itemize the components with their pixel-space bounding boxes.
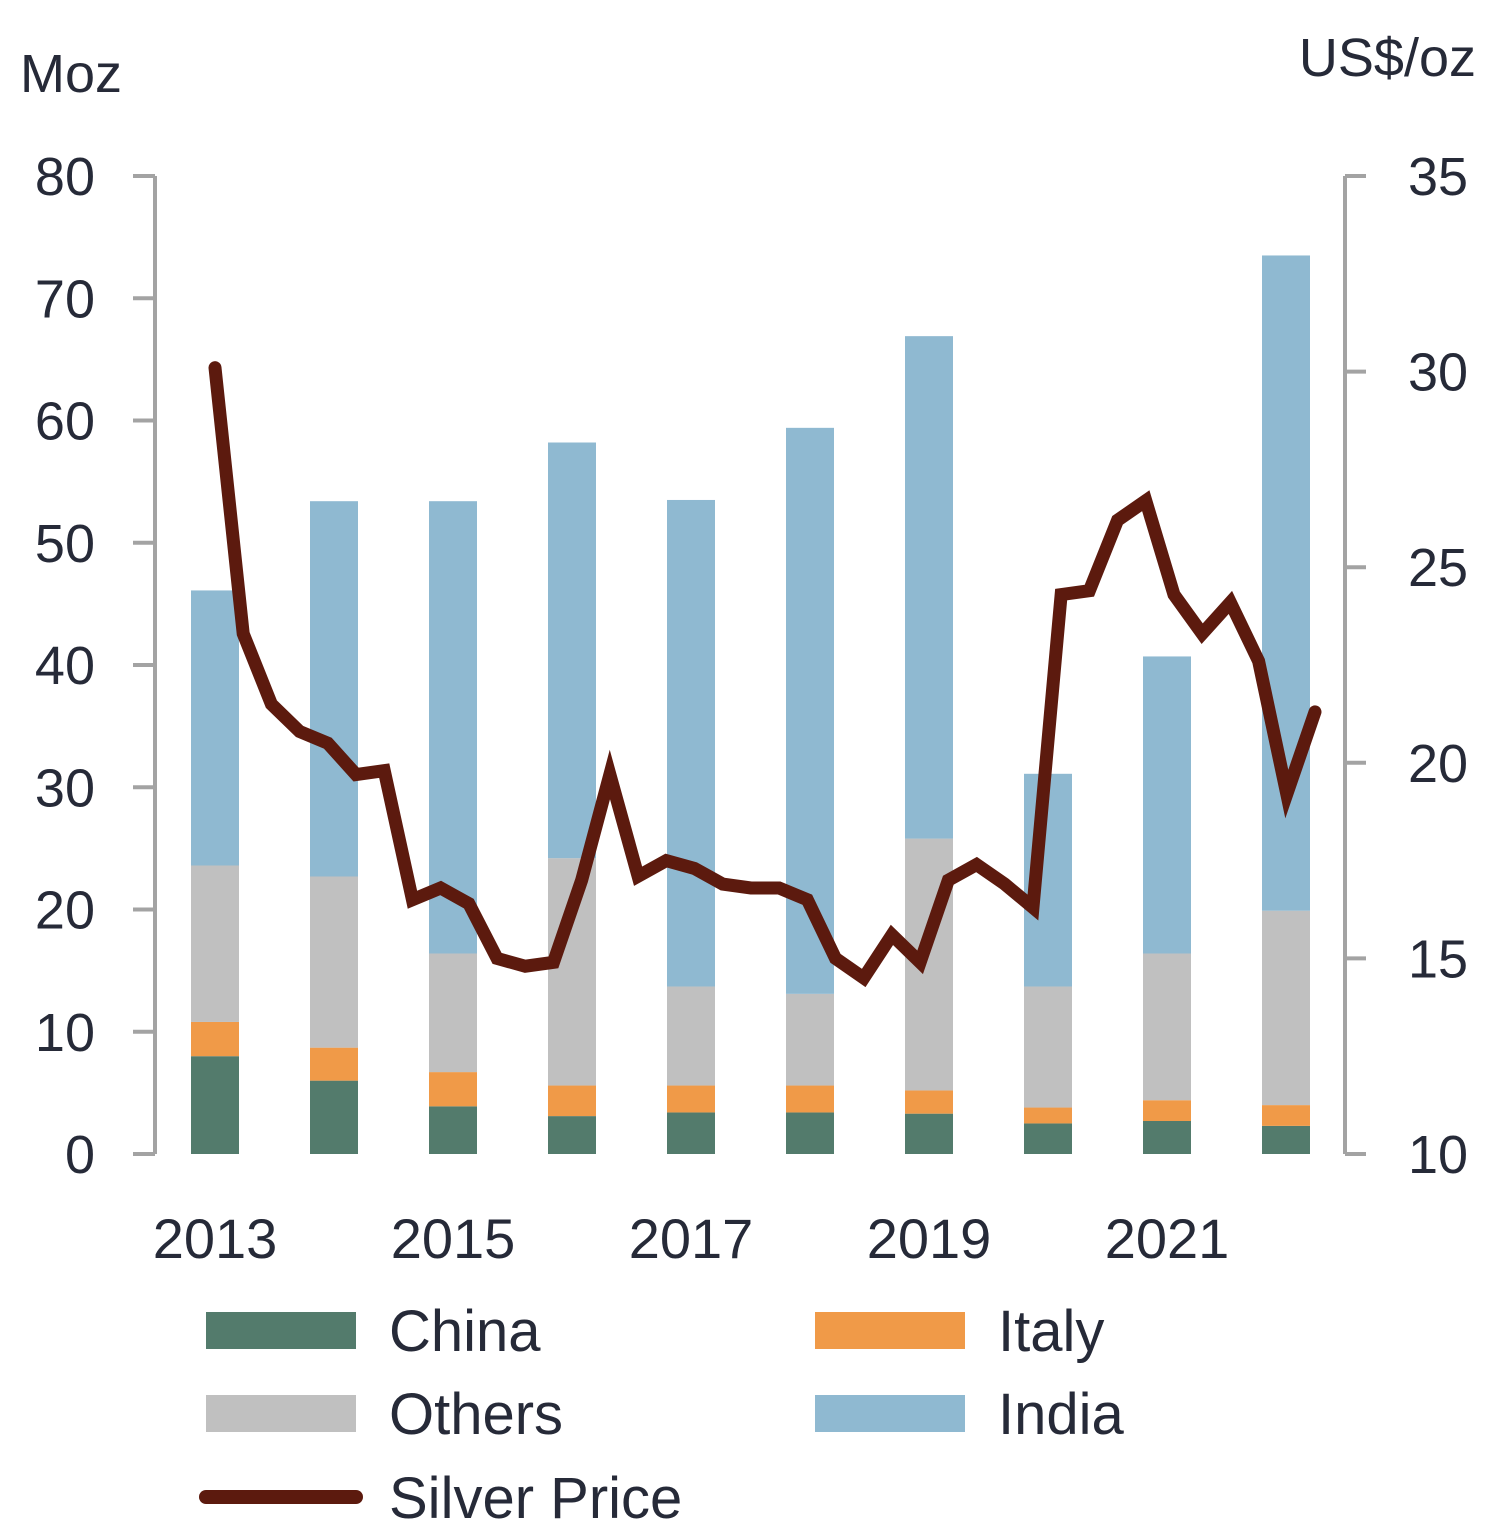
bar-india-2017 (667, 499, 715, 987)
left-tick-label: 30 (35, 758, 95, 818)
bar-india-2014 (310, 501, 358, 877)
legend-swatch-china (206, 1312, 356, 1349)
legend-swatch-india (815, 1395, 965, 1432)
bar-india-2019 (905, 336, 953, 839)
left-tick-label: 50 (35, 514, 95, 574)
bar-others-2021 (1143, 953, 1191, 1101)
bar-china-2015 (429, 1106, 477, 1154)
bar-china-2014 (310, 1080, 358, 1154)
left-tick-label: 10 (35, 1003, 95, 1063)
left-tick-label: 70 (35, 269, 95, 329)
bar-india-2016 (548, 442, 596, 859)
right-tick-label: 30 (1408, 343, 1468, 403)
right-tick-label: 35 (1408, 147, 1468, 207)
bar-china-2021 (1143, 1120, 1191, 1154)
bar-china-2013 (191, 1056, 239, 1154)
right-tick-label: 25 (1408, 538, 1468, 598)
bar-italy-2022 (1262, 1105, 1310, 1126)
legend-swatch-italy (815, 1312, 965, 1349)
bar-italy-2015 (429, 1072, 477, 1107)
bar-others-2013 (191, 865, 239, 1022)
bar-india-2013 (191, 590, 239, 866)
legend-label-others: Others (389, 1382, 563, 1447)
x-tick-label: 2021 (1105, 1207, 1230, 1270)
bar-china-2017 (667, 1112, 715, 1154)
left-tick-label: 80 (35, 147, 95, 207)
bar-italy-2017 (667, 1085, 715, 1113)
bar-china-2020 (1024, 1123, 1072, 1154)
legend-label-italy: Italy (998, 1299, 1104, 1364)
bar-others-2017 (667, 986, 715, 1086)
bar-others-2018 (786, 993, 834, 1086)
left-axis-unit: Moz (20, 44, 122, 104)
x-tick-label: 2013 (153, 1207, 278, 1270)
right-tick-label: 15 (1408, 929, 1468, 989)
x-tick-label: 2017 (629, 1207, 754, 1270)
legend-label-india: India (998, 1382, 1125, 1447)
x-tick-label: 2015 (391, 1207, 516, 1270)
bar-italy-2013 (191, 1021, 239, 1057)
bar-others-2022 (1262, 910, 1310, 1106)
bar-others-2014 (310, 876, 358, 1048)
bar-others-2015 (429, 953, 477, 1073)
legend-swatch-others (206, 1395, 356, 1432)
bar-italy-2018 (786, 1085, 834, 1113)
left-tick-label: 0 (65, 1125, 95, 1185)
right-tick-label: 20 (1408, 734, 1468, 794)
bar-italy-2019 (905, 1090, 953, 1114)
bar-india-2015 (429, 501, 477, 954)
left-tick-label: 40 (35, 636, 95, 696)
left-tick-label: 60 (35, 392, 95, 452)
legend-label-china: China (389, 1299, 541, 1364)
legend-label-silver-price: Silver Price (389, 1466, 682, 1531)
bar-italy-2021 (1143, 1100, 1191, 1121)
left-tick-label: 20 (35, 881, 95, 941)
silver-price-line (208, 361, 1322, 988)
bar-china-2019 (905, 1113, 953, 1154)
x-tick-label: 2019 (867, 1207, 992, 1270)
bar-italy-2014 (310, 1047, 358, 1081)
bar-others-2020 (1024, 986, 1072, 1108)
bar-china-2018 (786, 1112, 834, 1154)
bar-italy-2020 (1024, 1107, 1072, 1124)
bar-china-2016 (548, 1116, 596, 1154)
bar-india-2021 (1143, 656, 1191, 954)
bar-china-2022 (1262, 1125, 1310, 1154)
right-tick-label: 10 (1408, 1125, 1468, 1185)
bar-italy-2016 (548, 1085, 596, 1117)
right-axis-unit: US$/oz (1299, 28, 1476, 88)
